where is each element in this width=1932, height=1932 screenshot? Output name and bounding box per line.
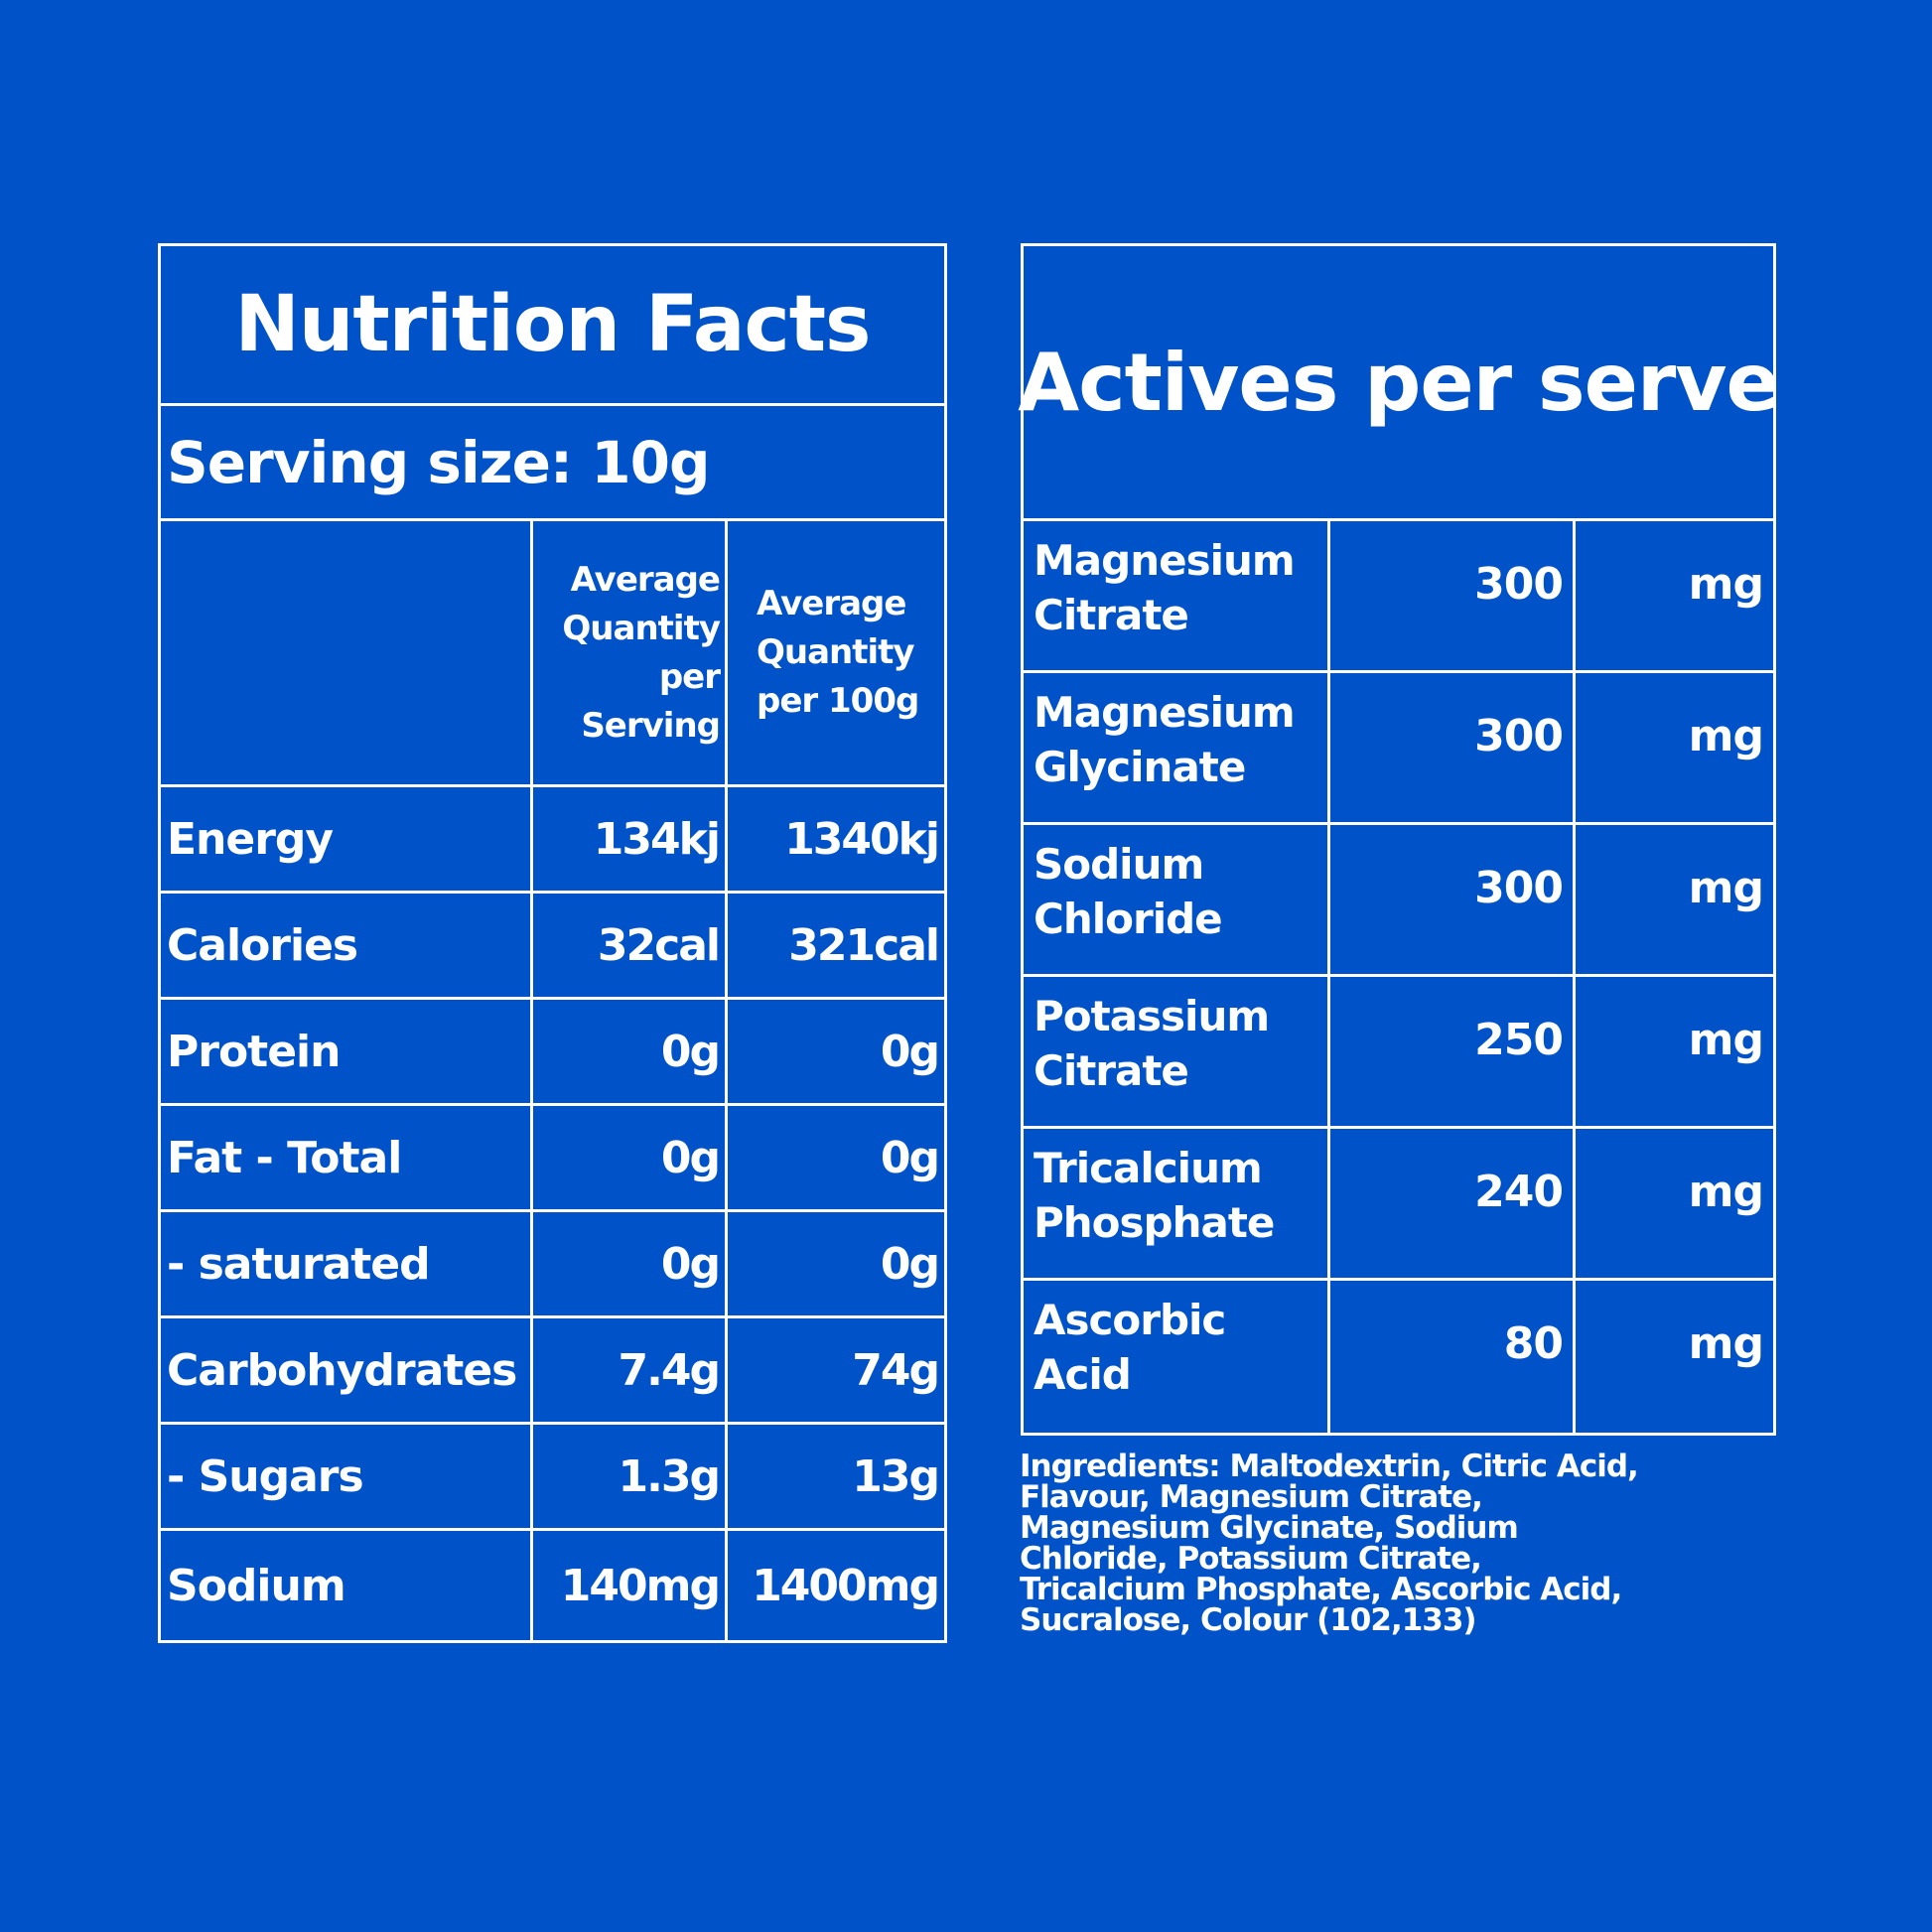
active-unit: mg	[1688, 1318, 1764, 1369]
ingredients-text: Ingredients: Maltodextrin, Citric Acid, …	[1020, 1449, 1639, 1638]
active-unit: mg	[1688, 1167, 1764, 1217]
active-name: Magnesium Citrate	[1034, 536, 1296, 639]
nutrient-100g-value: 0g	[880, 1026, 940, 1077]
nutrient-serving-value: 32cal	[597, 919, 721, 971]
nutrition-facts-table: Nutrition Facts Serving size: 10g Averag…	[158, 243, 947, 1643]
nutrient-100g-value: 0g	[880, 1238, 940, 1290]
active-amount: 80	[1503, 1318, 1564, 1369]
col-serving-line: Average	[570, 559, 721, 600]
active-amount: 300	[1474, 559, 1564, 610]
col-serving-line: per	[658, 656, 721, 697]
nutrient-100g-value: 74g	[852, 1344, 940, 1396]
nutrient-100g-value: 13g	[852, 1450, 940, 1502]
nutrient-label: Sodium	[167, 1560, 346, 1611]
col-100g-line: Average	[757, 584, 906, 623]
col-serving-line: Quantity	[562, 608, 721, 648]
nutrient-serving-value: 7.4g	[618, 1344, 721, 1396]
actives-table: Actives per serve Magnesium Citrate 300 …	[1018, 243, 1780, 1436]
nutrient-label: - saturated	[167, 1238, 431, 1290]
nutrient-label: Carbohydrates	[167, 1344, 517, 1396]
nutrient-100g-value: 1400mg	[752, 1560, 940, 1611]
active-unit: mg	[1688, 559, 1764, 610]
nutrient-label: Protein	[167, 1026, 341, 1077]
nutrition-title: Nutrition Facts	[234, 280, 872, 369]
active-unit: mg	[1688, 1015, 1764, 1065]
active-unit: mg	[1688, 711, 1764, 761]
col-100g-line: per 100g	[757, 681, 919, 721]
active-name: Magnesium Glycinate	[1034, 688, 1296, 791]
nutrient-label: Fat - Total	[167, 1132, 402, 1183]
active-amount: 300	[1474, 711, 1564, 761]
active-name: Tricalcium Phosphate	[1034, 1144, 1275, 1247]
active-name: Sodium Chloride	[1034, 840, 1223, 943]
nutrient-serving-value: 1.3g	[618, 1450, 721, 1502]
serving-size: Serving size: 10g	[167, 428, 711, 496]
active-name: Ascorbic Acid	[1034, 1296, 1226, 1399]
active-unit: mg	[1688, 863, 1764, 913]
nutrient-serving-value: 140mg	[560, 1560, 721, 1611]
col-100g-line: Quantity	[757, 632, 915, 672]
nutrient-label: Calories	[167, 919, 358, 971]
active-amount: 250	[1474, 1015, 1564, 1065]
nutrient-serving-value: 0g	[660, 1026, 721, 1077]
nutrient-serving-value: 134kj	[593, 813, 721, 865]
column-header-per-100g: Average Quantity per 100g	[728, 521, 944, 784]
active-amount: 300	[1474, 863, 1564, 913]
active-name: Potassium Citrate	[1034, 992, 1270, 1095]
nutrient-100g-value: 1340kj	[784, 813, 940, 865]
nutrient-serving-value: 0g	[660, 1238, 721, 1290]
actives-title: Actives per serve	[1018, 336, 1779, 429]
column-header-per-serving: Average Quantity per Serving	[533, 521, 725, 784]
nutrient-100g-value: 0g	[880, 1132, 940, 1183]
nutrient-serving-value: 0g	[660, 1132, 721, 1183]
active-amount: 240	[1474, 1167, 1564, 1217]
nutrient-100g-value: 321cal	[788, 919, 940, 971]
col-serving-line: Serving	[581, 705, 721, 746]
nutrient-label: - Sugars	[167, 1450, 364, 1502]
nutrient-label: Energy	[167, 813, 334, 865]
